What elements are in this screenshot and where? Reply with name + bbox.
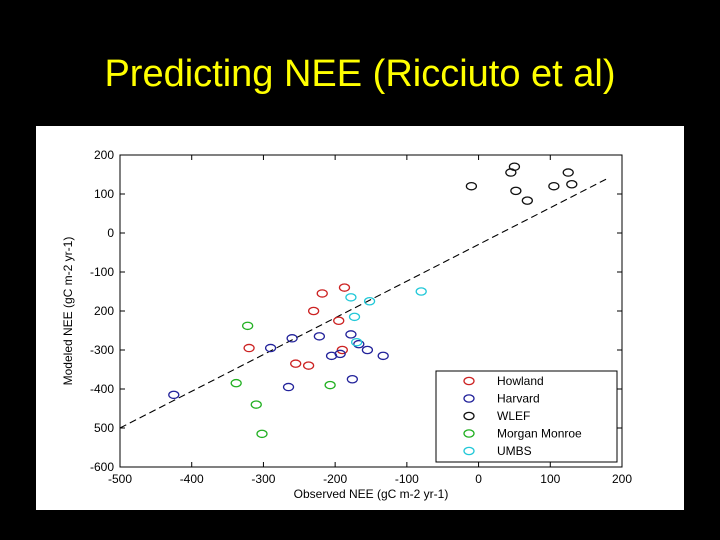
data-point-morgan-monroe [256, 429, 268, 439]
y-tick-label: -300 [90, 343, 114, 357]
legend-marker-harvard [463, 394, 475, 403]
data-point-howland [290, 359, 302, 368]
data-point-harvard [345, 330, 357, 339]
data-point-harvard [168, 390, 180, 400]
data-point-harvard [282, 382, 295, 392]
x-tick-label: -100 [395, 472, 419, 486]
data-point-howland [243, 343, 255, 353]
data-point-wlef [562, 168, 574, 177]
data-point-wlef [508, 162, 521, 171]
data-point-howland [302, 361, 315, 370]
legend-label-wlef: WLEF [497, 409, 530, 423]
data-point-umbs [345, 293, 357, 302]
data-point-morgan-monroe [250, 400, 262, 409]
data-point-howland [336, 345, 348, 355]
regression-line [119, 177, 608, 429]
x-axis-label: Observed NEE (gC m-2 yr-1) [294, 487, 449, 501]
y-tick-label: -400 [90, 382, 114, 396]
data-point-morgan-monroe [230, 378, 242, 388]
data-point-wlef [548, 181, 560, 191]
data-point-wlef [510, 186, 522, 196]
y-tick-label: 200 [94, 304, 114, 318]
x-tick-label: 0 [475, 472, 482, 486]
legend-marker-morgan-monroe [463, 429, 475, 438]
x-tick-label: 100 [540, 472, 560, 486]
slide-title: Predicting NEE (Ricciuto et al) [104, 53, 616, 95]
data-point-howland [338, 283, 351, 292]
legend-label-howland: Howland [497, 374, 544, 388]
legend-label-harvard: Harvard [497, 392, 540, 406]
data-point-howland [307, 306, 320, 316]
x-tick-label: -300 [251, 472, 275, 486]
data-point-harvard [264, 343, 277, 353]
y-axis-label: Modeled NEE (gC m-2 yr-1) [61, 237, 75, 386]
x-tick-label: -200 [323, 472, 347, 486]
data-point-harvard [361, 345, 374, 355]
data-point-harvard [286, 334, 298, 343]
x-tick-label: -500 [108, 472, 132, 486]
legend-label-umbs: UMBS [497, 444, 532, 458]
x-tick-label: -400 [180, 472, 204, 486]
y-tick-label: -600 [90, 460, 114, 474]
data-point-morgan-monroe [324, 380, 336, 390]
y-tick-label: 500 [94, 421, 114, 435]
data-point-harvard [353, 339, 365, 349]
y-tick-label: 100 [94, 187, 114, 201]
data-point-harvard [377, 351, 389, 361]
data-point-harvard [346, 374, 359, 384]
legend-marker-howland [463, 376, 475, 386]
data-point-wlef [465, 181, 478, 191]
data-point-harvard [313, 332, 326, 341]
legend-box [435, 370, 618, 463]
legend-marker-umbs [463, 446, 475, 456]
data-point-umbs [415, 287, 427, 296]
data-point-wlef [521, 196, 533, 205]
data-point-howland [333, 316, 345, 325]
data-point-umbs [363, 296, 376, 306]
y-tick-label: -100 [90, 265, 114, 279]
y-tick-label: 200 [94, 148, 114, 162]
data-point-umbs [351, 337, 363, 347]
plot-panel: -500 -400 -300 -200 -100 0 100 200 -600 500 -400 -3… [36, 126, 684, 510]
data-point-howland [316, 289, 328, 298]
legend-marker-wlef [463, 411, 475, 421]
data-point-harvard [334, 349, 346, 359]
legend-label-morgan-monroe: Morgan Monroe [497, 427, 582, 441]
data-point-wlef [566, 180, 578, 189]
scatter-chart: -500 -400 -300 -200 -100 0 100 200 -600 500 -400 -3… [61, 148, 632, 501]
x-tick-label: 200 [612, 472, 632, 486]
y-tick-label: 0 [107, 226, 114, 240]
data-point-umbs [348, 312, 361, 322]
data-point-morgan-monroe [242, 321, 254, 331]
